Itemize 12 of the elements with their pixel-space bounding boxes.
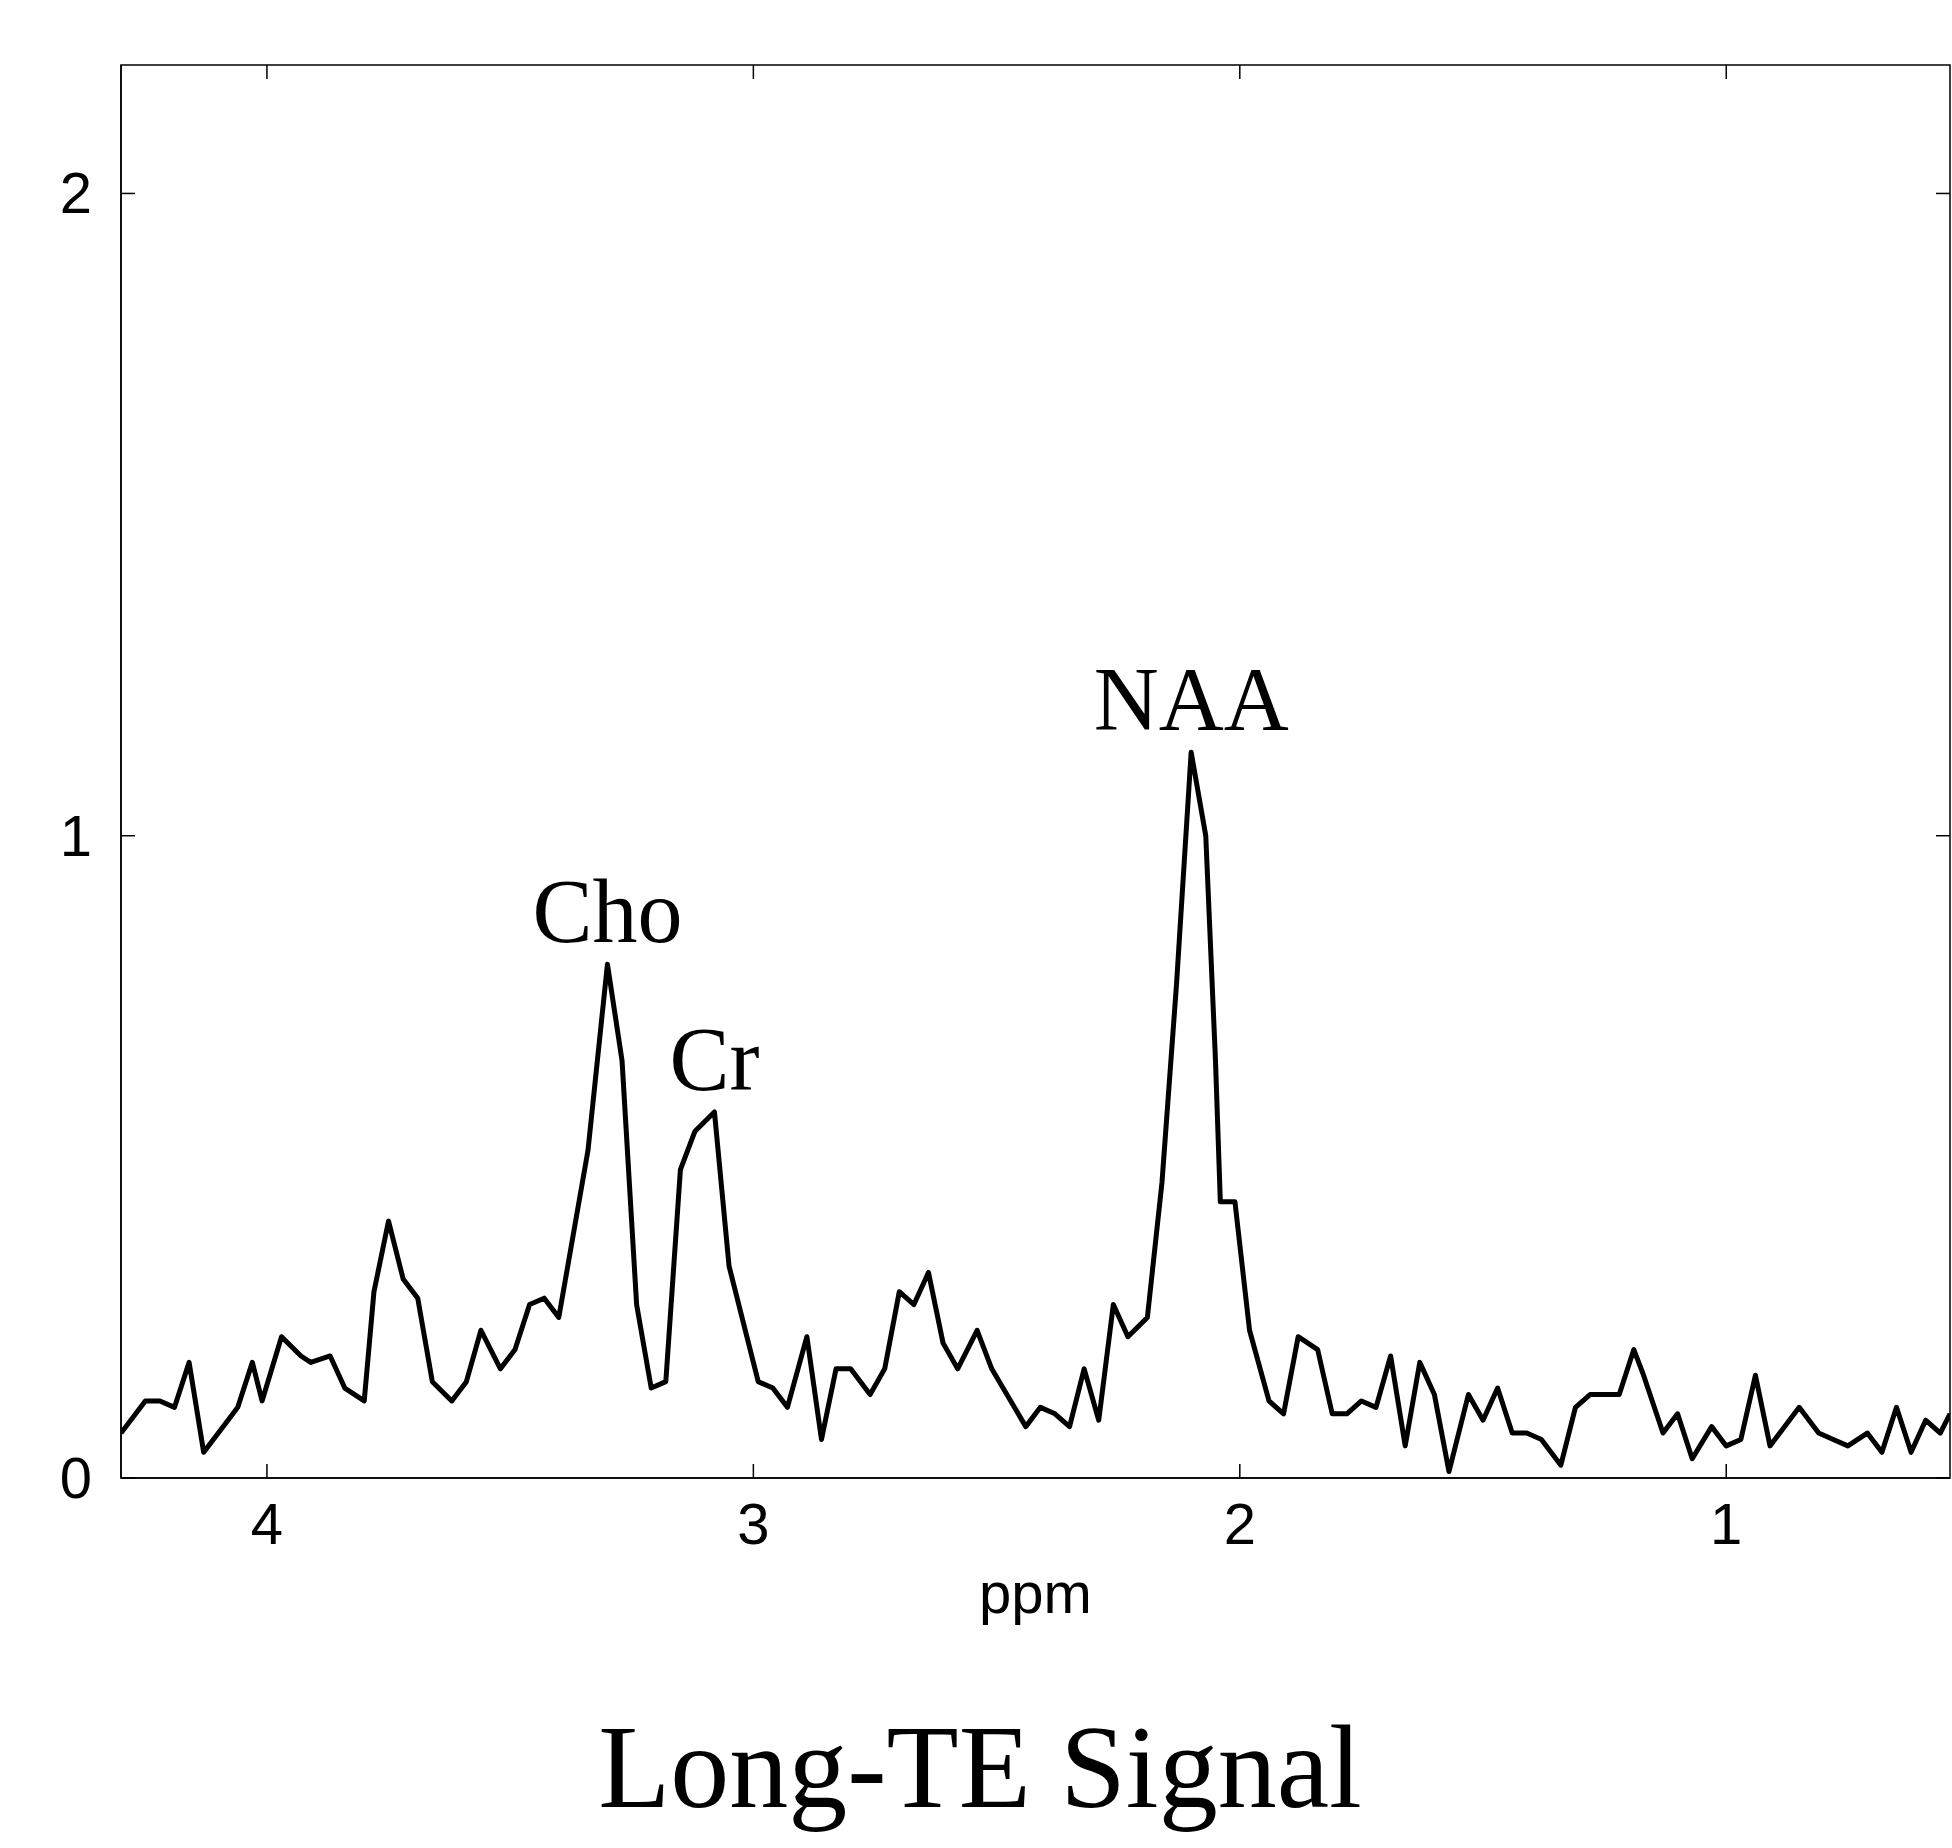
text: Long-TE Signal bbox=[597, 1701, 1363, 1835]
x-tick-label: 2 bbox=[1223, 1491, 1256, 1556]
y-tick-label: 2 bbox=[59, 160, 93, 226]
x-tick-label: 3 bbox=[737, 1491, 770, 1556]
y-tick-label: 0 bbox=[59, 1445, 93, 1510]
annotation: Cho bbox=[532, 862, 683, 962]
x-tick-label: 1 bbox=[1710, 1491, 1743, 1556]
annotation: Cr bbox=[669, 1009, 760, 1109]
y-tick-label: 1 bbox=[59, 802, 93, 868]
annotation: NAA bbox=[1093, 650, 1289, 750]
x-tick-label: 4 bbox=[250, 1491, 284, 1556]
x-axis-title: ppm bbox=[979, 1560, 1092, 1625]
